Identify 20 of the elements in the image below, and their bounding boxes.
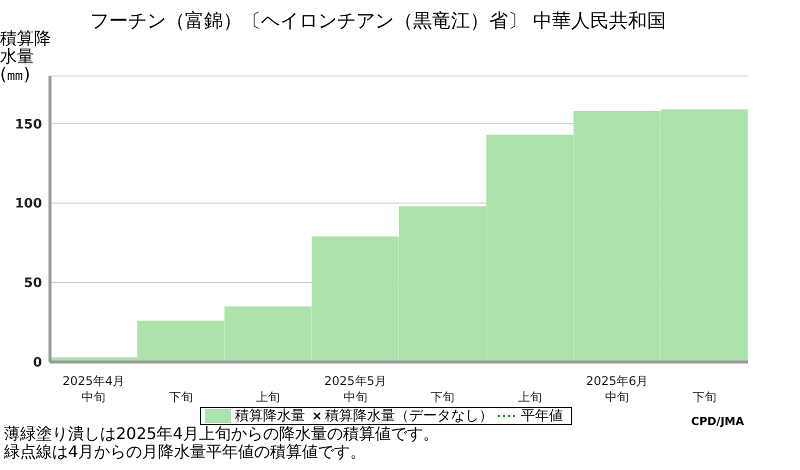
y-axis-title: 積算降水量(㎜) xyxy=(0,29,52,85)
y-tick-label: 150 xyxy=(14,117,42,132)
x-tick-label: 2025年4月中旬 xyxy=(62,373,126,405)
x-tick-label: 下旬 xyxy=(168,389,194,405)
legend-label: 積算降水量（データなし） xyxy=(325,408,493,424)
x-tick-label: 下旬 xyxy=(691,389,718,405)
text: 薄緑塗り潰しは2025年4月上旬からの降水量の積算値です。 xyxy=(4,424,439,443)
x-tick-label: 上旬 xyxy=(516,389,543,405)
text: 緑点線は4月からの月降水量平年値の積算値です。 xyxy=(4,442,368,461)
x-tick-label: 2025年6月中旬 xyxy=(585,373,650,405)
legend-label: 平年値 xyxy=(521,408,563,424)
y-tick-label: 100 xyxy=(14,196,42,212)
x-tick-label: 上旬 xyxy=(255,389,282,405)
x-tick-label: 下旬 xyxy=(430,389,456,405)
legend-label: 積算降水量 xyxy=(235,408,305,424)
chart-title: フーチン（富錦）〔ヘイロンチアン（黒竜江）省〕 中華人民共和国 xyxy=(90,9,666,34)
y-tick-label: 0 xyxy=(32,356,42,371)
text: CPD/JMA xyxy=(691,415,744,428)
x-tick-label: 2025年5月中旬 xyxy=(323,373,388,405)
y-tick-label: 50 xyxy=(24,276,42,292)
